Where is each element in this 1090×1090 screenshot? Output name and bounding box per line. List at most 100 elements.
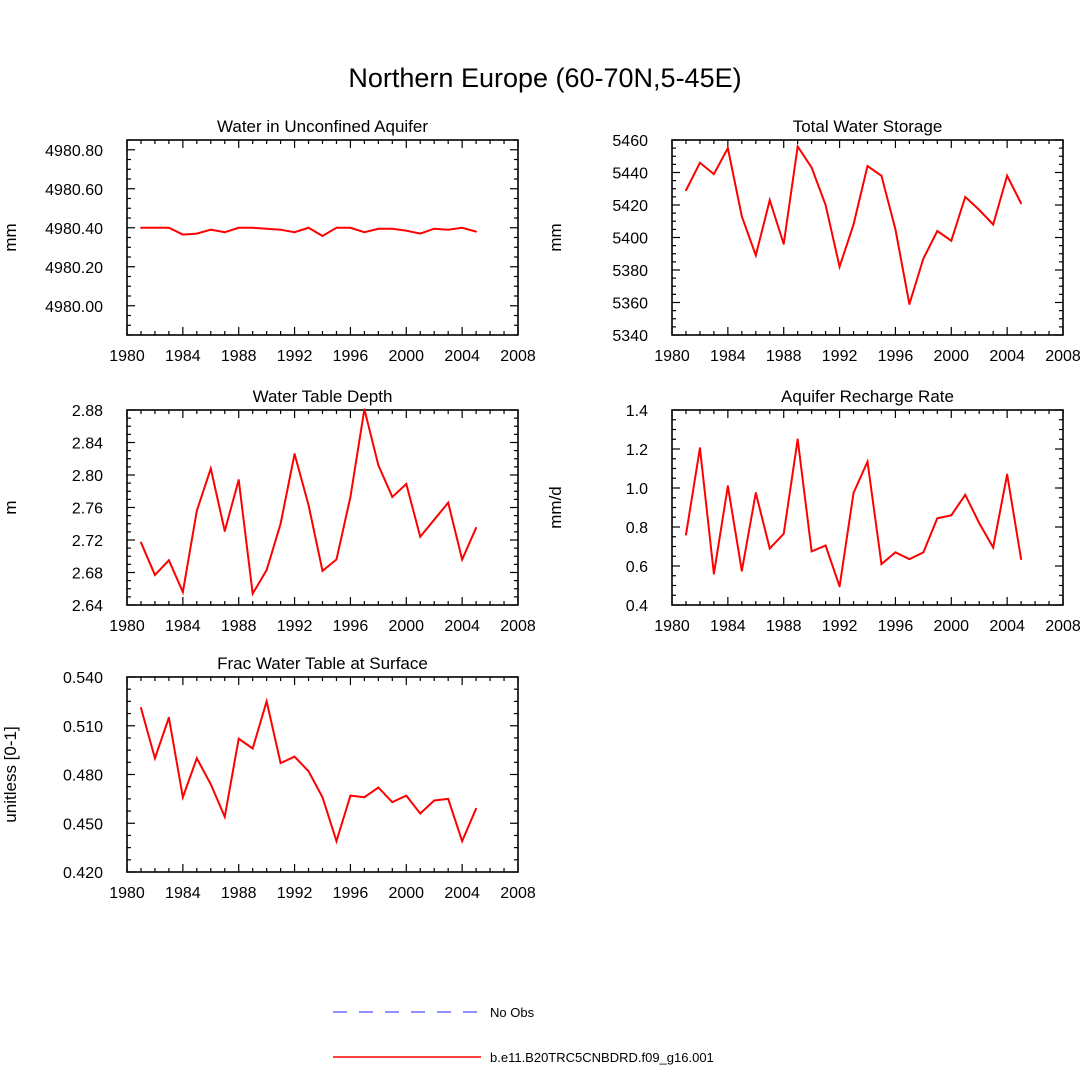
data-point — [279, 762, 282, 765]
data-point — [265, 227, 268, 230]
series-line — [684, 439, 1023, 587]
y-tick-label: 0.6 — [626, 559, 648, 576]
data-point — [321, 235, 324, 237]
data-point — [740, 569, 743, 572]
data-point — [712, 572, 715, 575]
data-point — [405, 229, 408, 232]
y-tick-label: 0.540 — [63, 670, 103, 687]
y-tick-label: 2.76 — [72, 501, 103, 518]
data-point — [880, 563, 883, 565]
y-tick-label: 2.72 — [72, 533, 103, 550]
x-tick-label: 1988 — [221, 618, 257, 635]
data-point — [964, 493, 967, 496]
y-tick-label: 2.84 — [72, 436, 103, 453]
data-point — [475, 526, 478, 529]
data-point — [209, 467, 212, 470]
y-tick-label: 0.510 — [63, 719, 103, 736]
data-point — [461, 558, 464, 561]
data-point — [461, 226, 464, 229]
data-point — [154, 226, 156, 229]
x-tick-label: 1992 — [277, 618, 313, 635]
data-point — [433, 227, 436, 230]
data-point — [894, 228, 897, 231]
data-point — [293, 231, 296, 234]
data-point — [754, 491, 757, 494]
data-point — [726, 485, 729, 487]
data-point — [894, 551, 897, 554]
data-point — [782, 243, 785, 245]
data-point — [796, 438, 799, 441]
plot-frame — [126, 139, 519, 336]
data-point — [391, 496, 394, 498]
data-point — [167, 716, 170, 719]
data-point — [405, 794, 408, 797]
data-point — [768, 199, 771, 202]
y-tick-label: 2.80 — [72, 468, 103, 485]
data-point — [922, 257, 925, 260]
data-point — [964, 195, 967, 198]
data-point — [391, 801, 394, 804]
series-line — [140, 226, 477, 238]
panel-title: Aquifer Recharge Rate — [781, 387, 954, 406]
x-tick-label: 1980 — [654, 348, 690, 365]
x-tick-label: 1996 — [333, 618, 369, 635]
data-point — [685, 533, 687, 536]
data-point — [167, 559, 170, 562]
data-point — [754, 254, 757, 257]
data-point — [852, 491, 855, 494]
x-tick-label: 1992 — [277, 885, 313, 902]
y-tick-label: 5360 — [612, 296, 648, 313]
data-point — [307, 770, 310, 773]
data-point — [140, 706, 142, 709]
data-point — [251, 592, 254, 595]
x-tick-label: 2000 — [388, 618, 424, 635]
legend-label: b.e11.B20TRC5CNBDRD.f09_g16.001 — [490, 1050, 714, 1065]
y-axis-label: mm — [1, 223, 20, 251]
x-tick-label: 1984 — [165, 348, 201, 365]
data-point — [321, 796, 324, 799]
data-point — [475, 807, 478, 810]
data-point — [181, 233, 184, 236]
data-point — [167, 226, 170, 229]
y-axis-label: m — [1, 500, 20, 514]
x-tick-label: 1996 — [333, 885, 369, 902]
data-point — [195, 232, 198, 235]
data-point — [810, 550, 813, 553]
y-axis-label: mm/d — [546, 486, 565, 529]
y-tick-label: 0.450 — [63, 816, 103, 833]
panels: Water in Unconfined Aquifer 1980 1984 1988 1… — [1, 117, 1081, 902]
data-point — [223, 231, 226, 234]
data-point — [978, 208, 981, 211]
data-point — [461, 840, 464, 843]
data-point — [237, 737, 240, 740]
data-point — [699, 161, 701, 164]
data-point — [866, 165, 869, 167]
data-point — [726, 147, 729, 150]
data-point — [810, 166, 813, 169]
x-tick-label: 1996 — [878, 348, 914, 365]
x-tick-label: 2000 — [933, 348, 969, 365]
series-line — [140, 408, 478, 597]
y-axis-label: mm — [546, 223, 565, 251]
data-point — [950, 239, 953, 242]
data-point — [992, 546, 995, 549]
x-tick-label: 2000 — [388, 348, 424, 365]
y-tick-label: 0.480 — [63, 768, 103, 785]
x-tick-label: 1980 — [654, 618, 690, 635]
x-tick-label: 1992 — [822, 348, 858, 365]
y-axis-label: unitless [0-1] — [1, 726, 20, 822]
data-point — [852, 223, 855, 226]
data-point — [419, 535, 422, 538]
panel-title: Water Table Depth — [253, 387, 393, 406]
data-point — [293, 755, 296, 758]
y-tick-label: 5380 — [612, 263, 648, 280]
data-point — [740, 215, 743, 218]
data-point — [307, 226, 310, 229]
x-tick-label: 2004 — [989, 348, 1025, 365]
y-tick-label: 0.8 — [626, 520, 648, 537]
x-tick-label: 1988 — [221, 348, 257, 365]
data-point — [475, 230, 478, 233]
data-point — [335, 226, 338, 229]
data-point — [433, 518, 436, 521]
data-point — [223, 815, 226, 818]
